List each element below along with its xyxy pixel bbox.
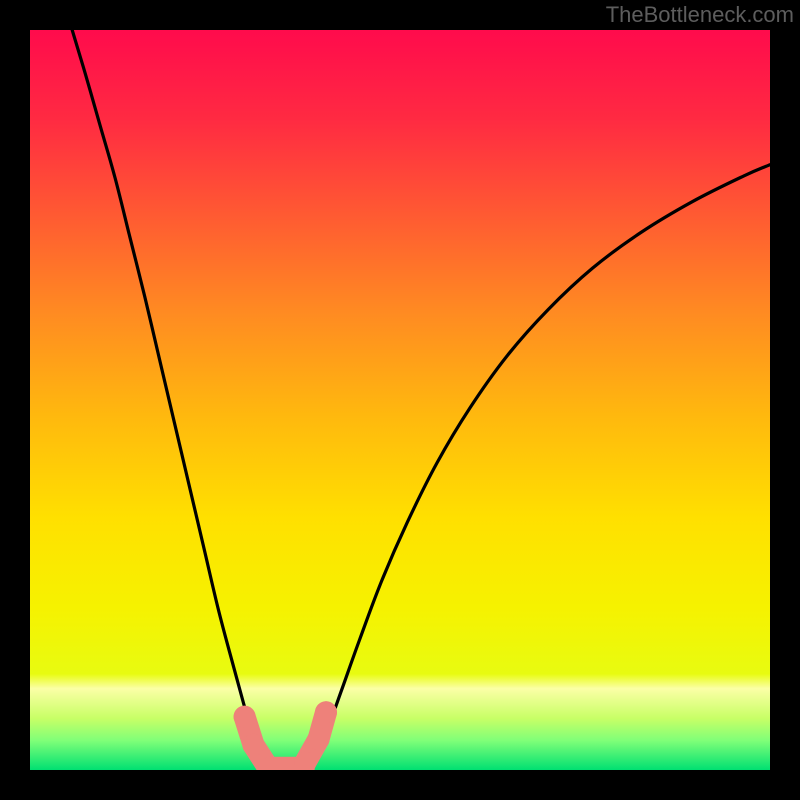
marker-cap	[234, 706, 256, 728]
marker-cap	[242, 734, 264, 756]
gradient-background	[30, 30, 770, 770]
marker-cap	[308, 728, 330, 750]
chart-frame: TheBottleneck.com	[0, 0, 800, 800]
marker-cap	[315, 701, 337, 723]
bottleneck-chart	[0, 0, 800, 800]
watermark-text: TheBottleneck.com	[606, 2, 794, 28]
